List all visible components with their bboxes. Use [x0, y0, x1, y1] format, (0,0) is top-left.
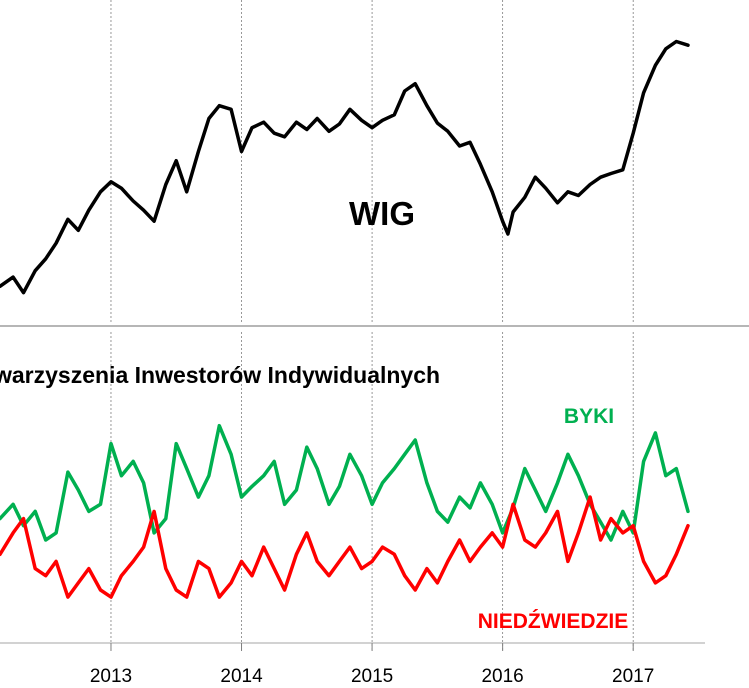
- wig-series: [0, 39, 690, 295]
- x-tick-label-2017: 2017: [612, 666, 654, 687]
- bulls-label: BYKI: [564, 405, 614, 428]
- sentiment-series: [0, 423, 690, 599]
- bears-label: NIEDŹWIEDZIE: [478, 610, 629, 633]
- x-tick-label-2015: 2015: [351, 666, 393, 687]
- wig-gridlines: [110, 0, 634, 322]
- wig-label: WIG: [349, 195, 415, 232]
- series-line-nied-wiedzie: [0, 495, 690, 599]
- series-line-wig: [0, 39, 690, 295]
- series-line-byki: [0, 423, 690, 542]
- x-tick-label-2014: 2014: [220, 666, 263, 687]
- x-axis-ticks: 2013 2014 2015 2016 2017: [90, 643, 654, 687]
- sentiment-chart-title: warzyszenia Inwestorów Indywidualnych: [0, 362, 440, 388]
- x-tick-label-2016: 2016: [481, 666, 523, 687]
- x-tick-label-2013: 2013: [90, 666, 132, 687]
